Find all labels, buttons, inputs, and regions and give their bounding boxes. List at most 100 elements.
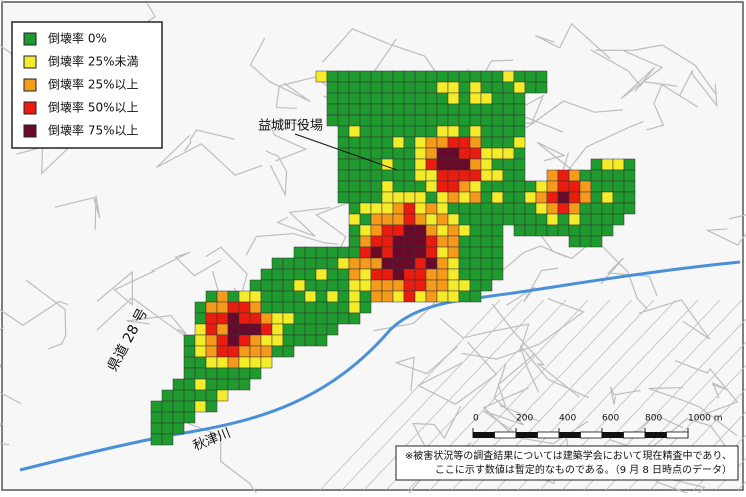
damage-cell: [337, 136, 350, 149]
damage-cell: [590, 191, 603, 204]
damage-cell: [370, 103, 383, 116]
damage-cell: [392, 290, 405, 303]
damage-cell: [359, 180, 372, 193]
damage-cell: [524, 70, 537, 83]
scale-label: 1000 m: [688, 414, 723, 424]
damage-cell: [480, 114, 493, 127]
damage-cell: [414, 268, 427, 281]
damage-cell: [315, 257, 328, 270]
damage-cell: [557, 180, 570, 193]
damage-cell: [392, 125, 405, 138]
damage-cell: [249, 367, 262, 380]
damage-cell: [381, 180, 394, 193]
damage-cell: [579, 213, 592, 226]
damage-cell: [370, 213, 383, 226]
damage-cell: [458, 70, 471, 83]
damage-cell: [612, 191, 625, 204]
damage-cell: [403, 191, 416, 204]
damage-cell: [590, 202, 603, 215]
road: [497, 353, 540, 422]
damage-cell: [568, 224, 581, 237]
damage-cell: [337, 125, 350, 138]
damage-cell: [502, 169, 515, 182]
damage-cell: [502, 114, 515, 127]
damage-cell: [304, 279, 317, 292]
damage-cell: [293, 268, 306, 281]
damage-cell: [315, 246, 328, 259]
damage-cell: [249, 279, 262, 292]
damage-cell: [524, 202, 537, 215]
damage-cell: [447, 158, 460, 171]
damage-cell: [436, 224, 449, 237]
damage-cell: [337, 114, 350, 127]
damage-cell: [315, 290, 328, 303]
damage-cell: [414, 246, 427, 259]
damage-cell: [359, 213, 372, 226]
damage-cell: [348, 125, 361, 138]
damage-cell: [403, 158, 416, 171]
damage-cell: [425, 158, 438, 171]
damage-cell: [447, 224, 460, 237]
damage-cell: [260, 334, 273, 347]
damage-cell: [370, 81, 383, 94]
damage-cell: [491, 213, 504, 226]
damage-cell: [458, 180, 471, 193]
damage-cell: [403, 268, 416, 281]
damage-cell: [403, 224, 416, 237]
damage-cell: [392, 70, 405, 83]
damage-cell: [436, 147, 449, 160]
damage-cell: [403, 213, 416, 226]
damage-cell: [172, 422, 185, 435]
damage-cell: [194, 378, 207, 391]
damage-cell: [447, 125, 460, 138]
road: [482, 363, 524, 432]
damage-cell: [579, 224, 592, 237]
damage-cell: [601, 202, 614, 215]
damage-cell: [414, 279, 427, 292]
damage-cell: [282, 312, 295, 325]
damage-cell: [447, 279, 460, 292]
damage-cell: [337, 180, 350, 193]
damage-cell: [370, 191, 383, 204]
damage-cell: [447, 70, 460, 83]
damage-cell: [403, 257, 416, 270]
damage-cell: [337, 312, 350, 325]
damage-cell: [425, 180, 438, 193]
damage-cell: [370, 114, 383, 127]
damage-cell: [205, 345, 218, 358]
damage-cell: [216, 378, 229, 391]
damage-cell: [469, 268, 482, 281]
damage-cell: [414, 81, 427, 94]
damage-cell: [205, 389, 218, 402]
legend-label: 倒壊率 75%以上: [48, 123, 139, 138]
damage-cell: [403, 114, 416, 127]
legend-label: 倒壊率 0%: [48, 31, 107, 46]
damage-cell: [337, 169, 350, 182]
damage-cell: [447, 246, 460, 259]
damage-cell: [623, 202, 636, 215]
damage-cell: [348, 114, 361, 127]
damage-cell: [370, 180, 383, 193]
damage-cell: [348, 312, 361, 325]
damage-cell: [293, 301, 306, 314]
damage-cell: [150, 411, 163, 424]
damage-cell: [403, 125, 416, 138]
damage-cell: [590, 158, 603, 171]
damage-cell: [359, 70, 372, 83]
damage-cell: [381, 279, 394, 292]
damage-cell: [513, 213, 526, 226]
damage-cell: [238, 334, 251, 347]
road: [712, 382, 728, 399]
scale-label: 0: [473, 414, 479, 424]
damage-cell: [458, 224, 471, 237]
damage-cell: [414, 224, 427, 237]
damage-cell: [436, 70, 449, 83]
damage-cell: [216, 323, 229, 336]
damage-cell: [238, 345, 251, 358]
damage-cell: [513, 224, 526, 237]
damage-cell: [337, 81, 350, 94]
damage-cell: [480, 125, 493, 138]
road: [506, 267, 559, 306]
damage-cell: [436, 114, 449, 127]
damage-cell: [612, 158, 625, 171]
